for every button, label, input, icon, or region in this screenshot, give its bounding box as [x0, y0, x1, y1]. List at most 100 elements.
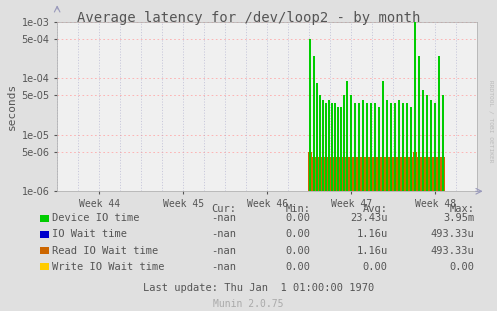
Bar [406, 103, 408, 191]
Text: 0.00: 0.00 [286, 246, 311, 256]
Bar [421, 157, 425, 191]
Bar [316, 83, 318, 191]
Text: 0.00: 0.00 [450, 262, 475, 272]
Bar [433, 157, 437, 191]
Bar [334, 103, 336, 191]
Text: Avg:: Avg: [363, 204, 388, 214]
Bar [327, 157, 331, 191]
Bar [365, 157, 369, 191]
Bar [345, 157, 349, 191]
Bar [343, 95, 345, 191]
Bar [374, 103, 376, 191]
Bar [377, 157, 381, 191]
Text: 1.16u: 1.16u [356, 246, 388, 256]
Bar [441, 157, 445, 191]
Bar [333, 157, 337, 191]
Bar [342, 157, 346, 191]
Text: 0.00: 0.00 [363, 262, 388, 272]
Bar [409, 157, 414, 191]
Bar [354, 103, 356, 191]
Bar [429, 157, 433, 191]
Bar [390, 103, 392, 191]
Bar [410, 107, 412, 191]
Bar [353, 157, 357, 191]
Bar [413, 152, 417, 191]
Bar [426, 95, 428, 191]
Text: 493.33u: 493.33u [431, 230, 475, 239]
Text: IO Wait time: IO Wait time [52, 230, 127, 239]
Bar [422, 91, 424, 191]
Bar [340, 107, 342, 191]
Text: Read IO Wait time: Read IO Wait time [52, 246, 159, 256]
Bar [315, 157, 320, 191]
Bar [438, 56, 440, 191]
Text: Munin 2.0.75: Munin 2.0.75 [213, 299, 284, 309]
Text: -nan: -nan [211, 230, 236, 239]
Bar [373, 157, 377, 191]
Bar [401, 157, 406, 191]
Bar [322, 100, 324, 191]
Bar [394, 103, 396, 191]
Bar [331, 103, 333, 191]
Bar [325, 103, 327, 191]
Bar [402, 103, 404, 191]
Text: 0.00: 0.00 [286, 230, 311, 239]
Text: Write IO Wait time: Write IO Wait time [52, 262, 165, 272]
Bar [336, 157, 340, 191]
Bar [308, 152, 312, 191]
Bar [361, 157, 365, 191]
Bar [349, 157, 353, 191]
Bar [430, 100, 432, 191]
Text: -nan: -nan [211, 246, 236, 256]
Text: -nan: -nan [211, 213, 236, 223]
Text: -nan: -nan [211, 262, 236, 272]
Bar [324, 157, 329, 191]
Bar [417, 157, 421, 191]
Text: 1.16u: 1.16u [356, 230, 388, 239]
Bar [414, 0, 416, 191]
Bar [358, 103, 360, 191]
Bar [312, 157, 316, 191]
Bar [378, 107, 380, 191]
Bar [382, 81, 384, 191]
Bar [362, 100, 364, 191]
Bar [366, 103, 368, 191]
Bar [350, 95, 352, 191]
Bar [318, 157, 323, 191]
Text: Last update: Thu Jan  1 01:00:00 1970: Last update: Thu Jan 1 01:00:00 1970 [143, 283, 374, 293]
Bar [418, 56, 420, 191]
Bar [393, 157, 397, 191]
Text: Cur:: Cur: [211, 204, 236, 214]
Text: Device IO time: Device IO time [52, 213, 140, 223]
Bar [437, 157, 441, 191]
Bar [319, 95, 321, 191]
Bar [398, 100, 400, 191]
Text: Min:: Min: [286, 204, 311, 214]
Bar [434, 103, 436, 191]
Bar [381, 157, 385, 191]
Bar [442, 95, 444, 191]
Bar [425, 157, 429, 191]
Bar [337, 107, 339, 191]
Bar [321, 157, 326, 191]
Text: Average latency for /dev/loop2 - by month: Average latency for /dev/loop2 - by mont… [77, 11, 420, 25]
Bar [357, 157, 361, 191]
Bar [339, 157, 343, 191]
Bar [386, 100, 388, 191]
Text: 493.33u: 493.33u [431, 246, 475, 256]
Bar [328, 100, 330, 191]
Text: 0.00: 0.00 [286, 213, 311, 223]
Bar [346, 81, 348, 191]
Y-axis label: seconds: seconds [7, 83, 17, 130]
Bar [370, 103, 372, 191]
Bar [313, 56, 315, 191]
Bar [369, 157, 373, 191]
Text: 23.43u: 23.43u [350, 213, 388, 223]
Bar [385, 157, 389, 191]
Bar [397, 157, 401, 191]
Text: 0.00: 0.00 [286, 262, 311, 272]
Text: 3.95m: 3.95m [443, 213, 475, 223]
Bar [309, 39, 311, 191]
Text: RRDTOOL / TOBI OETIKER: RRDTOOL / TOBI OETIKER [489, 80, 494, 163]
Text: Max:: Max: [450, 204, 475, 214]
